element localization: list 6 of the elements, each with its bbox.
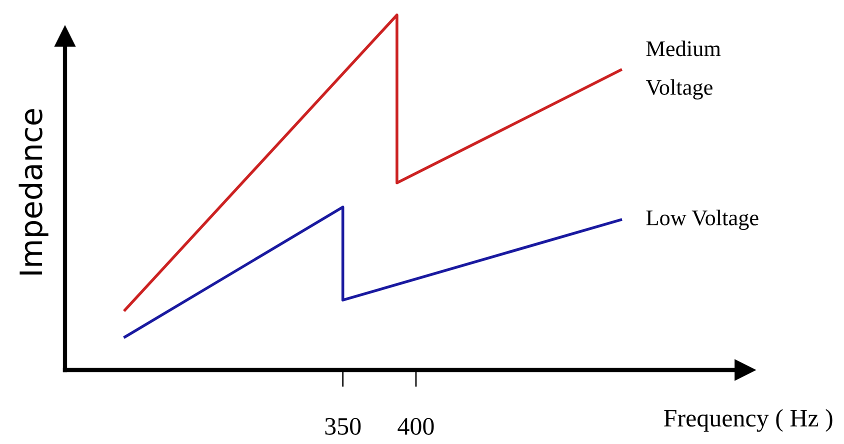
- y-axis-title: Impedance: [18, 109, 48, 275]
- x-tick-label: 350: [325, 418, 361, 435]
- x-axis-title: Frequency ( Hz ): [664, 409, 832, 432]
- series-label: Low Voltage: [646, 210, 758, 230]
- x-tick-label: 400: [398, 418, 434, 435]
- series-label: Medium Voltage: [646, 40, 721, 100]
